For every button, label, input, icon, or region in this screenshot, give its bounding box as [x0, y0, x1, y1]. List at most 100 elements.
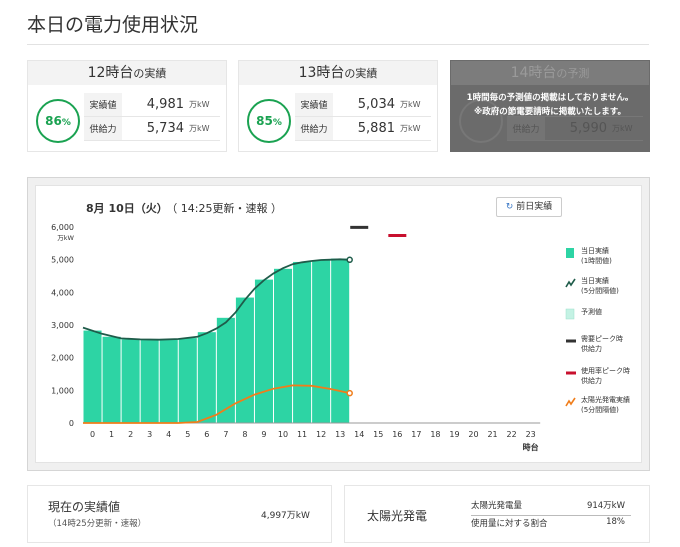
- bar-hourly-actual: [197, 332, 216, 423]
- x-tick-label: 10: [278, 430, 288, 439]
- card-header: 14時台の予測: [451, 61, 649, 85]
- title-divider: [27, 44, 649, 45]
- bar-hourly-actual: [121, 339, 140, 423]
- forecast-notice-line-2: ※政府の節電要請時に掲載いたします。: [474, 107, 626, 117]
- x-tick-label: 21: [487, 430, 497, 439]
- card-13h-actual: 13時台の実績 85% 実績値 5,034 万kW 供給力 5,881 万kW: [238, 60, 438, 152]
- card-values: 実績値 4,981 万kW 供給力 5,734 万kW: [84, 93, 220, 141]
- legend-label-sub: (5分間隔値): [581, 286, 619, 295]
- chart-area: 8月 10日（火）（ 14:25更新・速報 ） ↻ 前日実績 0 1,000 2,00…: [35, 185, 642, 463]
- refresh-icon: ↻: [505, 202, 514, 212]
- solar-amount-value: 914万kW: [586, 501, 625, 511]
- bar-hourly-actual: [216, 317, 235, 423]
- legend-label: 当日実績: [581, 276, 609, 285]
- x-tick-label: 22: [507, 430, 517, 439]
- actual-row: 実績値 4,981 万kW: [84, 93, 220, 117]
- legend-swatch: [565, 278, 576, 288]
- y-tick-label: 0: [69, 419, 74, 428]
- x-tick-label: 15: [373, 430, 383, 439]
- bar-hourly-actual: [274, 268, 293, 423]
- x-tick-label: 0: [90, 430, 95, 439]
- x-tick-label: 4: [166, 430, 171, 439]
- x-tick-label: 23: [526, 430, 536, 439]
- x-tick-label: 9: [261, 430, 266, 439]
- card-header: 13時台の実績: [239, 61, 437, 85]
- actual-5min-end-point: [346, 256, 353, 264]
- solar-end-point: [346, 389, 353, 397]
- x-tick-label: 7: [223, 430, 228, 439]
- card-header-suffix: の予測: [556, 67, 590, 80]
- chart-panel: 8月 10日（火）（ 14:25更新・速報 ） ↻ 前日実績 0 1,000 2,00…: [27, 177, 650, 471]
- x-axis-label: 時台: [523, 442, 539, 452]
- x-tick-label: 3: [147, 430, 152, 439]
- actual-row: [507, 93, 643, 117]
- bar-hourly-actual: [140, 339, 159, 423]
- card-hour-label: 12時台: [87, 65, 134, 81]
- supply-value: 5,734: [146, 121, 184, 136]
- previous-day-label: 前日実績: [516, 202, 553, 212]
- supply-value: 5,881: [357, 121, 395, 136]
- x-tick-label: 17: [411, 430, 421, 439]
- solar-title: 太陽光発電: [367, 509, 428, 523]
- card-header: 12時台の実績: [28, 61, 226, 85]
- solar-ratio-row: 使用量に対する割合 18%: [471, 517, 631, 531]
- x-tick-label: 5: [185, 430, 190, 439]
- usage-rate-unit: %: [61, 118, 71, 128]
- previous-day-button[interactable]: ↻ 前日実績: [496, 197, 562, 217]
- x-tick-label: 18: [430, 430, 440, 439]
- bar-hourly-actual: [159, 339, 178, 423]
- bar-hourly-actual: [331, 258, 350, 423]
- bar-hourly-actual: [312, 260, 331, 423]
- bar-hourly-actual: [102, 336, 121, 423]
- chart-date: 8月 10日（火）（ 14:25更新・速報 ）: [86, 200, 282, 216]
- x-tick-label: 20: [468, 430, 478, 439]
- solar-ratio-value: 18%: [606, 517, 625, 527]
- forecast-notice-line-1: 1時間毎の予測値の掲載はしておりません。: [466, 93, 634, 103]
- legend-label: 需要ピーク時: [581, 335, 623, 343]
- bar-hourly-actual: [254, 279, 273, 423]
- usage-rate-circle: 85%: [247, 99, 291, 143]
- legend-label: 予測値: [581, 307, 602, 316]
- actual-row: 実績値 5,034 万kW: [295, 93, 431, 117]
- card-hour-label: 13時台: [298, 65, 345, 81]
- chart-date-text: 8月 10日（火）: [86, 202, 168, 215]
- solar-amount-label: 太陽光発電量: [471, 501, 523, 511]
- legend-label-sub: (1時間値): [581, 256, 612, 265]
- bar-hourly-actual: [235, 297, 254, 423]
- legend-label: 使用率ピーク時: [581, 366, 630, 375]
- current-value-sub: （14時25分更新・速報）: [48, 519, 147, 529]
- y-tick-label: 6,000: [51, 223, 74, 232]
- supply-unit: 万kW: [612, 124, 633, 133]
- y-tick-label: 5,000: [51, 256, 74, 265]
- legend-label-sub: 供給力: [581, 344, 602, 353]
- bar-hourly-actual: [293, 261, 312, 423]
- legend-swatch: [565, 397, 576, 407]
- card-hour-label: 14時台: [510, 65, 557, 81]
- y-tick-label: 4,000: [51, 288, 74, 297]
- legend-label: 太陽光発電実績: [581, 395, 630, 404]
- supply-row: 供給力 5,734 万kW: [84, 117, 220, 141]
- chart-update-text: （ 14:25更新・速報 ）: [171, 202, 282, 215]
- x-tick-label: 14: [354, 430, 364, 439]
- solar-card: 太陽光発電 太陽光発電量 914万kW 使用量に対する割合 18%: [344, 485, 650, 543]
- usage-rate-value: 86: [45, 114, 62, 128]
- actual-unit: 万kW: [400, 100, 421, 109]
- forecast-notice: 1時間毎の予測値の掲載はしておりません。 ※政府の節電要請時に掲載いたします。: [451, 91, 649, 119]
- legend-swatch: [566, 248, 574, 258]
- x-tick-label: 12: [316, 430, 326, 439]
- actual-label: 実績値: [295, 93, 333, 116]
- x-tick-label: 2: [128, 430, 133, 439]
- usage-rate-value: 85: [256, 114, 273, 128]
- x-tick-label: 11: [297, 430, 307, 439]
- y-tick-label: 1,000: [51, 386, 74, 395]
- card-header-suffix: の実績: [344, 67, 378, 80]
- x-tick-label: 1: [109, 430, 114, 439]
- legend-label-sub: 供給力: [581, 376, 602, 385]
- line-solar-end-point: [83, 384, 350, 424]
- y-unit-label: 万kW: [57, 234, 74, 242]
- card-14h-forecast: 14時台の予測 供給力 5,990 万kW 1時間毎の予測値の掲載はしておりませ…: [450, 60, 650, 152]
- supply-row: 供給力 5,990 万kW: [507, 117, 643, 141]
- y-tick-label: 2,000: [51, 354, 74, 363]
- line-actual-5min-end-point: [82, 258, 350, 341]
